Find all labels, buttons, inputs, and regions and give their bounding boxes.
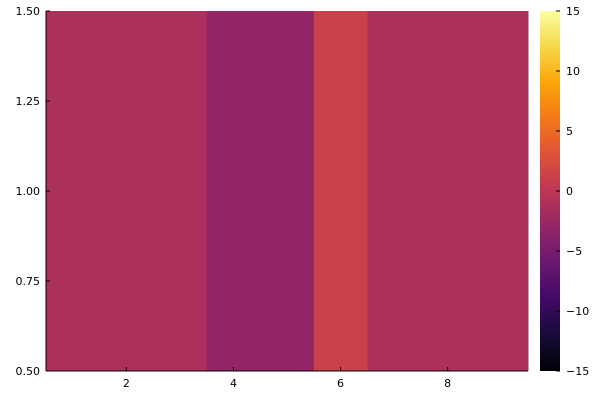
heatmap-cell (46, 11, 101, 371)
y-tick-label: 0.75 (16, 275, 41, 288)
heatmap-cell (153, 11, 208, 371)
heatmap-cell (313, 11, 368, 371)
colorbar-tick-label: −5 (566, 245, 582, 258)
y-tick-label: 1.50 (16, 5, 41, 18)
x-tick-label: 8 (444, 377, 451, 390)
colorbar-tick-label: 10 (566, 65, 580, 78)
colorbar-tick-label: −10 (566, 305, 589, 318)
y-tick-label: 1.25 (16, 95, 41, 108)
colorbar-tick-label: 0 (566, 185, 573, 198)
heatmap-cell (367, 11, 422, 371)
heatmap-cell (474, 11, 529, 371)
colorbar-tick-label: 5 (566, 125, 573, 138)
x-tick-label: 4 (230, 377, 237, 390)
y-tick-label: 1.00 (16, 185, 41, 198)
colorbar-tick-label: 15 (566, 5, 580, 18)
y-tick-label: 0.50 (16, 365, 41, 378)
heatmap-cell (260, 11, 315, 371)
x-tick-label: 6 (337, 377, 344, 390)
x-tick-label: 2 (123, 377, 130, 390)
heatmap-cell (99, 11, 154, 371)
heatmap-cell (420, 11, 475, 371)
colorbar-gradient (540, 11, 560, 371)
heatmap-cell (206, 11, 261, 371)
colorbar: −15 −10 −5 0 5 10 15 (540, 5, 589, 378)
axes: 2 4 6 8 0.50 0.75 1.00 1.25 1.50 (16, 5, 528, 390)
colorbar-tick-label: −15 (566, 365, 589, 378)
heatmap-cells (46, 11, 529, 371)
